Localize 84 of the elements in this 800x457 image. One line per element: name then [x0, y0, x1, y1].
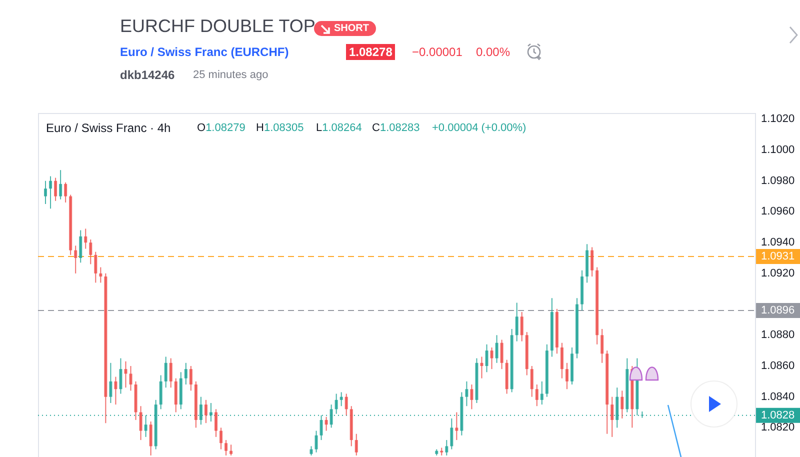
y-tick-label: 1.0820: [761, 422, 795, 434]
candlestick: [220, 427, 223, 450]
y-tick-label: 1.0880: [761, 329, 795, 342]
candlestick: [204, 399, 208, 424]
candlestick: [74, 245, 78, 274]
candlestick: [224, 440, 228, 456]
candlestick: [169, 358, 172, 388]
candlestick: [214, 408, 218, 438]
chart-title: EURCHF DOUBLE TOP: [120, 16, 316, 37]
text: −0.00001: [412, 45, 462, 59]
candlestick: [109, 362, 112, 404]
candlestick: [334, 393, 338, 414]
candlestick: [470, 384, 474, 410]
candlestick: [44, 180, 48, 205]
ref-line-label: 1.0896: [761, 304, 795, 316]
candlestick: [164, 356, 168, 388]
candlestick: [129, 365, 132, 392]
annotation: Euro / Swiss Franc · 4h: [46, 121, 171, 135]
ref-line-label: 1.0931: [761, 250, 795, 262]
y-tick-label: 1.0840: [761, 390, 795, 403]
text: dkb14246: [120, 68, 175, 82]
candlestick: [590, 246, 594, 278]
candlestick: [139, 406, 142, 441]
y-tick-label: 1.1000: [761, 144, 795, 156]
candlestick: [119, 358, 122, 394]
y-tick-label: 1.0940: [761, 236, 795, 249]
candlestick: [174, 378, 178, 413]
candlestick: [565, 362, 568, 390]
annotation: H1.08305: [256, 122, 304, 134]
candlestick: [94, 251, 98, 284]
candlestick: [354, 433, 358, 456]
candlestick: [560, 342, 564, 379]
y-tick-label: 1.0960: [761, 206, 795, 218]
annotation: L1.08264: [316, 122, 362, 134]
candlestick: [314, 430, 318, 453]
candlestick: [480, 356, 484, 379]
ref-line-label: 1.0828: [761, 409, 795, 422]
candlestick: [455, 412, 458, 441]
candlestick: [465, 380, 468, 407]
candlestick: [340, 392, 343, 407]
candlestick: [620, 390, 624, 419]
candlestick: [610, 396, 614, 438]
candlestick: [490, 346, 494, 370]
candlestick: [515, 302, 518, 342]
candlestick: [149, 421, 152, 456]
y-tick-label: 1.0980: [761, 174, 795, 187]
candlestick: [540, 380, 544, 406]
annotation: C1.08283: [372, 122, 420, 134]
annotation: +0.00004 (+0.00%): [432, 122, 526, 134]
text: SHORT: [314, 21, 376, 36]
candlestick: [530, 365, 534, 398]
candlestick: [114, 376, 118, 406]
candlestick: [189, 365, 192, 392]
y-tick-label: 1.0860: [761, 360, 795, 372]
candlestick: [450, 418, 454, 450]
candlestick: [310, 446, 313, 456]
text: 1.08278: [346, 44, 396, 60]
candlestick: [159, 374, 162, 410]
candlestick: [344, 393, 348, 416]
candlestick: [230, 444, 233, 456]
candlestick: [49, 176, 52, 210]
candlestick: [500, 339, 504, 370]
text: 25 minutes ago: [193, 69, 268, 81]
candlestick: [59, 170, 62, 200]
candlestick: [54, 177, 58, 202]
candlestick: [445, 440, 448, 456]
candlestick: [184, 362, 188, 385]
candlestick: [84, 228, 88, 250]
chart-subtitle: Euro / Swiss Franc (EURCHF): [120, 45, 289, 59]
candlestick: [124, 360, 128, 388]
candlestick: [89, 238, 92, 265]
candlestick: [600, 328, 604, 364]
candlestick: [99, 266, 102, 284]
candlestick: [520, 311, 524, 342]
y-tick-label: 1.1020: [761, 113, 795, 126]
y-tick-label: 1.0920: [761, 267, 795, 280]
text: 0.00%: [476, 45, 510, 59]
annotation: O1.08279: [197, 122, 246, 134]
candlestick: [485, 344, 488, 373]
candlestick: [324, 416, 328, 432]
candlestick: [535, 384, 538, 407]
candlestick: [495, 334, 498, 364]
candlestick: [79, 230, 82, 264]
candlestick: [64, 182, 68, 203]
